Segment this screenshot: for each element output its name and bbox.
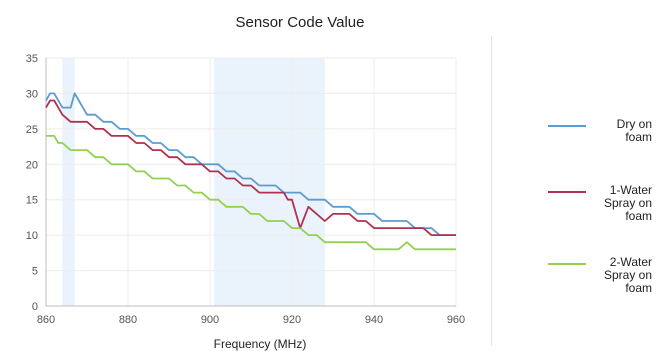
legend-label-dry: Dry on foam — [616, 117, 652, 144]
y-tick-label: 20 — [26, 159, 38, 171]
y-tick-label: 35 — [26, 53, 38, 65]
chart-title: Sensor Code Value — [235, 14, 365, 31]
y-tick-label: 5 — [32, 266, 38, 278]
x-tick-label: 880 — [119, 314, 137, 326]
x-axis-label: Frequency (MHz) — [214, 337, 307, 351]
legend-swatch-1-water — [548, 191, 586, 193]
legend-divider — [491, 36, 492, 346]
highlight-band-0 — [62, 58, 75, 306]
tick-labels: 0 5 10 15 20 25 30 35 860 880 900 920 940 960 — [26, 53, 465, 326]
series-line-0 — [45, 92, 456, 237]
highlight-band-1 — [214, 58, 325, 306]
legend-swatch-2-water — [548, 263, 586, 265]
legend-swatch-dry — [548, 125, 586, 127]
legend-item-1-water: 1-Water Spray on foam — [548, 184, 652, 223]
y-tick-label: 0 — [32, 301, 38, 313]
y-tick-label: 30 — [26, 88, 38, 100]
series-line-2 — [46, 134, 456, 251]
y-tick-label: 25 — [26, 124, 38, 136]
x-tick-label: 940 — [365, 314, 383, 326]
legend-item-2-water: 2-Water Spray on foam — [548, 256, 652, 295]
y-tick-label: 10 — [26, 230, 38, 242]
legend-item-dry: Dry on foam — [548, 118, 652, 144]
legend-label-2-water: 2-Water Spray on foam — [603, 255, 652, 295]
line-chart: 0 5 10 15 20 25 30 35 860 880 900 920 940 960 Frequen… — [26, 53, 465, 351]
x-tick-label: 920 — [283, 314, 301, 326]
highlight-bands — [62, 58, 325, 306]
x-tick-label: 860 — [37, 314, 55, 326]
series-line-1 — [45, 99, 456, 237]
x-tick-label: 960 — [447, 314, 465, 326]
series-lines — [45, 92, 456, 251]
x-tick-label: 900 — [201, 314, 219, 326]
y-tick-label: 15 — [26, 195, 38, 207]
legend-label-1-water: 1-Water Spray on foam — [603, 183, 652, 223]
